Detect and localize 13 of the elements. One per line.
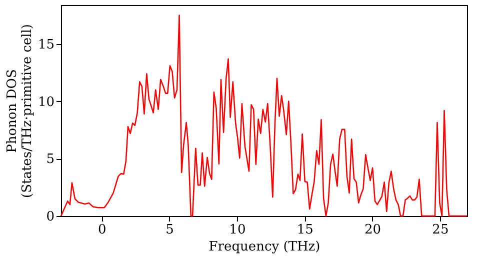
- y-tick-label: 0: [46, 210, 54, 224]
- x-tick-label: 15: [296, 222, 314, 238]
- x-tick-label: 10: [229, 222, 246, 238]
- y-axis-title: Phonon DOS (States/THz·primitive cell): [4, 24, 35, 198]
- y-tick-label: 15: [38, 37, 54, 52]
- x-tick-label: 5: [166, 222, 174, 238]
- x-tick-label: 20: [364, 222, 382, 238]
- x-tick-label: 25: [432, 222, 449, 238]
- line-series: [60, 14, 468, 217]
- y-tick-label: 5: [46, 152, 54, 168]
- x-tick-label: 0: [98, 222, 106, 238]
- y-tick-label: 10: [38, 94, 54, 110]
- x-axis-title: Frequency (THz): [208, 240, 320, 254]
